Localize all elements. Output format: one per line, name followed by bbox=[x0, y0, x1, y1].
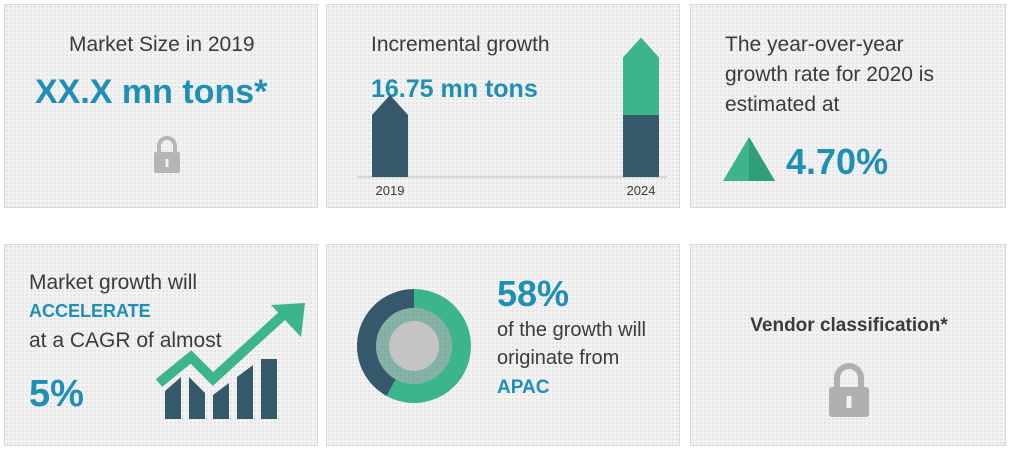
apac-region: APAC bbox=[497, 377, 550, 398]
donut-slice-apac bbox=[386, 289, 471, 403]
cagr-value: 5% bbox=[29, 373, 84, 415]
incremental-growth-card: Incremental growth 16.75 mn tons 2019 20… bbox=[326, 4, 680, 208]
apac-share-card: 58% of the growth will originate from AP… bbox=[326, 244, 680, 446]
donut-slice-other bbox=[357, 289, 414, 396]
lock-icon bbox=[154, 136, 180, 173]
yoy-line-2: growth rate for 2020 is bbox=[725, 63, 934, 86]
yoy-line-3: estimated at bbox=[725, 93, 840, 116]
bar-2019 bbox=[372, 95, 408, 177]
bar-2024-growth bbox=[623, 37, 659, 115]
growth-arrow-bars-icon bbox=[155, 303, 305, 419]
bar-2024-base bbox=[623, 115, 659, 177]
lock-icon bbox=[829, 363, 869, 417]
yoy-growth-card: The year-over-year growth rate for 2020 … bbox=[690, 4, 1006, 208]
cagr-line-1: Market growth will bbox=[29, 271, 198, 294]
market-size-value: XX.X mn tons* bbox=[35, 73, 268, 111]
yoy-line-1: The year-over-year bbox=[725, 33, 904, 56]
cagr-card: Market growth will ACCELERATE at a CAGR … bbox=[4, 244, 318, 446]
apac-line-1: of the growth will bbox=[497, 319, 646, 341]
x-label-2024: 2024 bbox=[627, 183, 656, 198]
incremental-growth-value: 16.75 mn tons bbox=[371, 75, 538, 103]
yoy-value: 4.70% bbox=[786, 141, 889, 182]
incremental-growth-chart: 2019 2024 bbox=[357, 37, 667, 198]
market-size-card: Market Size in 2019 XX.X mn tons* bbox=[4, 4, 318, 208]
apac-line-2: originate from bbox=[497, 347, 620, 369]
cagr-line-2: at a CAGR of almost bbox=[29, 329, 222, 352]
vendor-classification-card: Vendor classification* bbox=[690, 244, 1006, 446]
cagr-accent: ACCELERATE bbox=[29, 301, 151, 321]
donut-hole bbox=[389, 321, 439, 371]
x-label-2019: 2019 bbox=[376, 183, 405, 198]
incremental-growth-label: Incremental growth bbox=[371, 33, 550, 56]
triangle-up-icon bbox=[723, 137, 775, 181]
vendor-classification-label: Vendor classification* bbox=[750, 315, 948, 336]
apac-share-value: 58% bbox=[497, 273, 570, 314]
apac-donut-chart bbox=[357, 289, 471, 403]
market-size-label: Market Size in 2019 bbox=[69, 33, 255, 56]
